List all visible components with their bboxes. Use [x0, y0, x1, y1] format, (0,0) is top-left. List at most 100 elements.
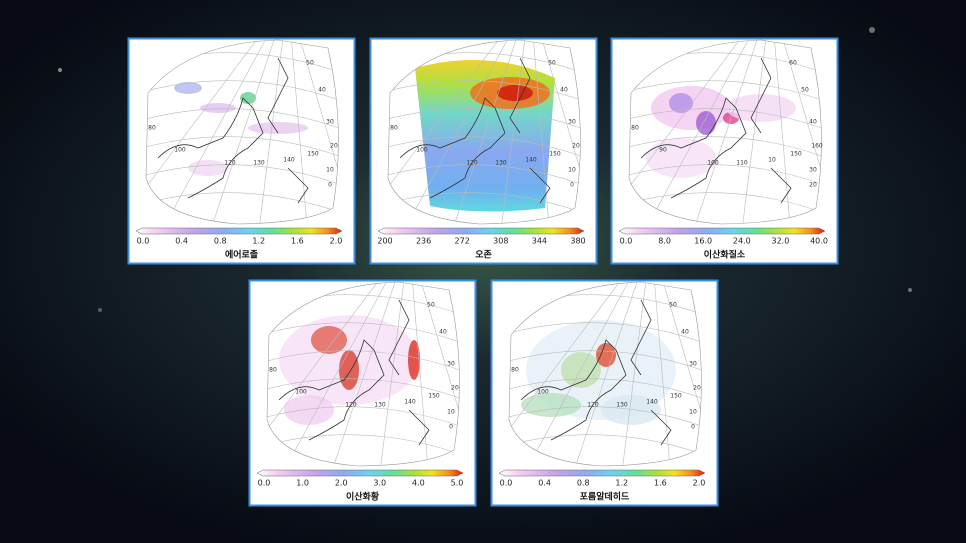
- data-patch: [339, 350, 359, 390]
- colorbar-tick-label: 1.6: [291, 237, 304, 246]
- colorbar-tick-label: 2.0: [330, 237, 343, 246]
- grid-label: 40: [681, 329, 689, 336]
- data-patch: [726, 94, 796, 122]
- graticule-parallel: [629, 80, 822, 107]
- grid-label: 160: [811, 143, 823, 150]
- graticule-meridian: [157, 40, 289, 224]
- coastline: [399, 57, 551, 204]
- graticule-meridian: [770, 40, 822, 224]
- data-patch: [188, 160, 228, 176]
- data-patch: [561, 352, 601, 388]
- panel: 60 50 40 160 150 30 20 10 110 100 90 80 0.0 8.0 16.0 24…: [610, 37, 839, 265]
- graticule-meridian: [287, 40, 339, 224]
- grid-label: 100: [295, 389, 307, 396]
- grid-label: 10: [568, 167, 576, 174]
- colorbar-tick-label: 0.0: [620, 237, 633, 246]
- colorbar: [618, 227, 826, 235]
- colorbar-tick-label: 40.0: [810, 237, 828, 246]
- colorbar-tick-label: 0.0: [258, 479, 271, 488]
- graticule-parallel: [629, 164, 822, 191]
- grid-label: 50: [306, 60, 314, 67]
- graticule-meridian: [287, 40, 309, 224]
- graticule-meridian: [529, 40, 551, 224]
- grid-label: 80: [269, 367, 277, 374]
- star: [869, 27, 875, 33]
- colorbar: [135, 227, 343, 235]
- grid-label: 60: [789, 60, 797, 67]
- coastline: [520, 299, 672, 446]
- colorbar-tick-label: 2.0: [693, 479, 706, 488]
- grid-label: 30: [568, 119, 576, 126]
- graticule-parallel: [146, 136, 339, 163]
- graticule-meridian: [449, 40, 531, 224]
- graticule-meridian: [650, 282, 702, 466]
- ozone-peak: [497, 85, 533, 101]
- grid-label: 150: [307, 151, 319, 158]
- grid-label: 0: [570, 182, 574, 189]
- grid-label: 40: [318, 87, 326, 94]
- grid-label: 100: [537, 389, 549, 396]
- data-patch: [521, 393, 581, 417]
- grid-label: 80: [390, 125, 398, 132]
- grid-label: 110: [736, 160, 748, 167]
- colorbar: [377, 227, 585, 235]
- grid-label: 100: [174, 147, 186, 154]
- grid-label: 120: [587, 402, 599, 409]
- globe-edge: [387, 39, 581, 225]
- globe-edge: [145, 39, 339, 225]
- panel-title: 이산화질소: [704, 249, 746, 261]
- globe-edge: [628, 39, 822, 225]
- graticule-parallel: [509, 350, 702, 377]
- graticule-parallel: [146, 80, 339, 107]
- grid-label: 140: [283, 157, 295, 164]
- grid-label: 0: [449, 424, 453, 431]
- graticule-parallel: [267, 378, 460, 405]
- grid-label: 30: [447, 361, 455, 368]
- grid-label: 100: [707, 160, 719, 167]
- graticule-meridian: [620, 282, 652, 466]
- graticule-parallel: [388, 108, 581, 135]
- colorbar-tick-label: 272: [455, 237, 470, 246]
- globe-edge: [508, 281, 702, 467]
- grid-label: 130: [253, 160, 265, 167]
- grid-label: 130: [616, 402, 628, 409]
- data-patch: [240, 92, 256, 104]
- colorbar-tick-label: 0.8: [577, 479, 590, 488]
- grid-label: 130: [495, 160, 507, 167]
- grid-label: 20: [451, 385, 459, 392]
- coastline: [278, 299, 430, 446]
- graticule-parallel: [388, 164, 581, 191]
- graticule-parallel: [388, 80, 581, 107]
- grid-label: 150: [790, 151, 802, 158]
- colorbar-tick-label: 1.6: [654, 479, 667, 488]
- graticule-meridian: [650, 282, 672, 466]
- grid-label: 50: [801, 87, 809, 94]
- graticule-meridian: [257, 40, 289, 224]
- grid-label: 10: [689, 409, 697, 416]
- data-patch: [311, 326, 347, 354]
- map: [146, 40, 339, 224]
- graticule-meridian: [388, 40, 531, 224]
- grid-label: 90: [659, 147, 667, 154]
- graticule-parallel: [509, 406, 702, 433]
- colorbar-tick-label: 308: [493, 237, 508, 246]
- data-patch: [601, 395, 661, 425]
- grid-label: 20: [572, 143, 580, 150]
- data-patch: [284, 395, 334, 425]
- coastline: [640, 57, 792, 204]
- graticule-meridian: [570, 282, 652, 466]
- grid-label: 150: [670, 393, 682, 400]
- graticule-parallel: [267, 406, 460, 433]
- map: [629, 40, 822, 224]
- grid-label: 120: [345, 402, 357, 409]
- graticule-parallel: [267, 322, 460, 349]
- graticule-parallel: [388, 136, 581, 163]
- graticule-parallel: [629, 136, 822, 163]
- colorbar-tick-label: 344: [532, 237, 547, 246]
- grid-label: 130: [374, 402, 386, 409]
- panel-title: 포름알데히드: [580, 491, 630, 503]
- grid-label: 50: [669, 302, 677, 309]
- colorbar-tick-label: 8.0: [658, 237, 671, 246]
